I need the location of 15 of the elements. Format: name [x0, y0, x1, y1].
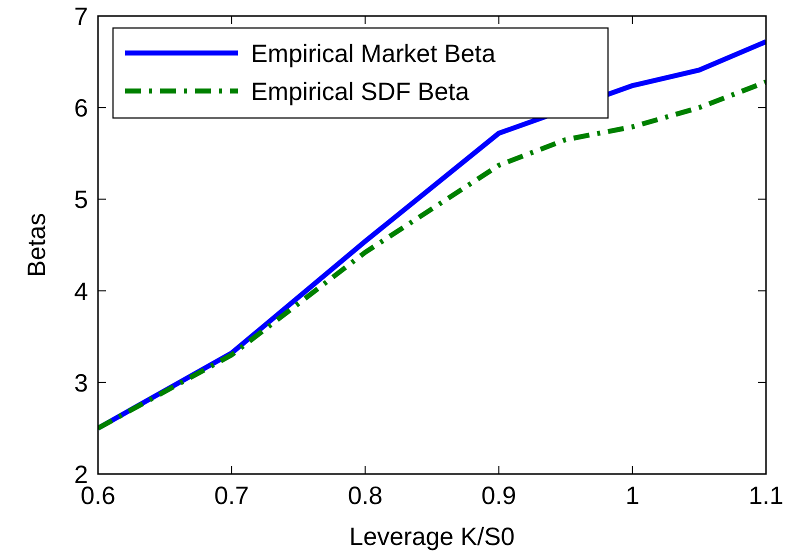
y-axis-title: Betas — [23, 213, 51, 277]
x-axis-title: Leverage K/S0 — [349, 523, 515, 551]
legend-label: Empirical Market Beta — [251, 40, 496, 68]
x-tick-label: 1.1 — [748, 482, 784, 510]
y-tick-label: 7 — [74, 3, 88, 31]
legend-label: Empirical SDF Beta — [251, 78, 470, 106]
x-tick-label: 1 — [625, 482, 640, 510]
x-tick-label: 0.7 — [214, 482, 249, 510]
x-tick-label: 0.8 — [348, 482, 383, 510]
y-tick-label: 6 — [74, 94, 88, 123]
x-tick-label: 0.9 — [481, 482, 516, 510]
y-tick-label: 5 — [74, 186, 88, 214]
x-tick-label: 0.6 — [80, 482, 116, 510]
y-tick-label: 4 — [74, 278, 88, 306]
y-tick-label: 3 — [74, 369, 88, 398]
